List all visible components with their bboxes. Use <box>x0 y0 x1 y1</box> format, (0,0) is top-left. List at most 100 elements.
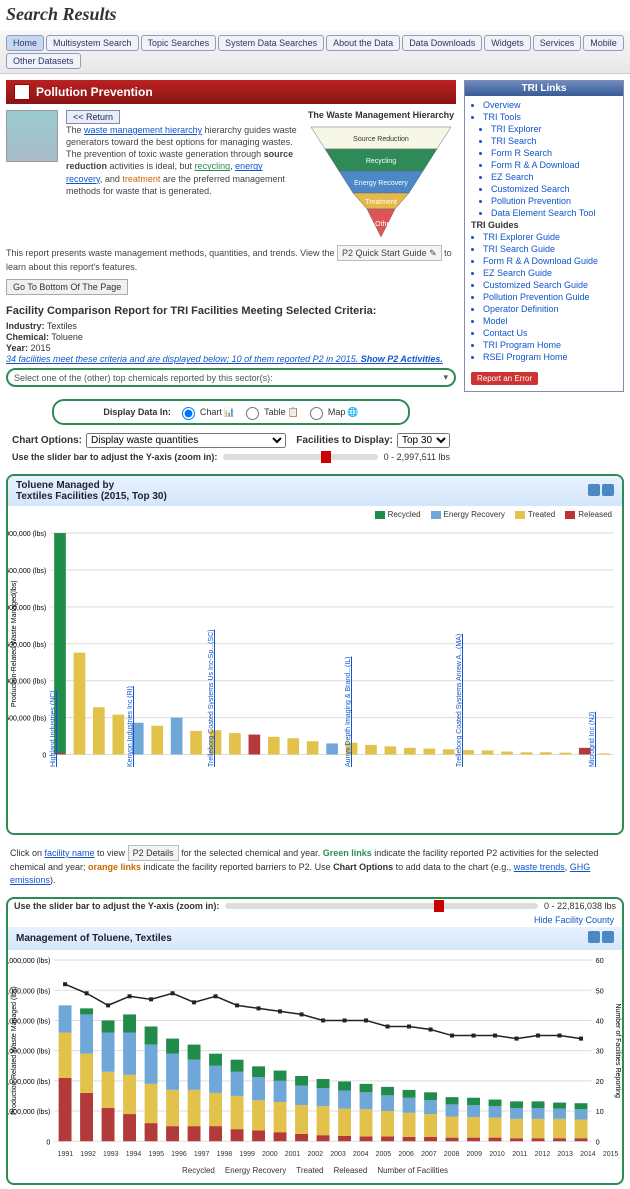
nav-tab[interactable]: Other Datasets <box>6 53 81 69</box>
chart2-svg: 05,000,000 (lbs)10,000,000 (lbs)15,000,0… <box>8 950 622 1151</box>
svg-text:50: 50 <box>596 988 604 995</box>
facility-link[interactable]: Aunyx Depth Imaging & Brand...(IL) <box>345 656 405 767</box>
year-label: 1994 <box>122 1151 145 1158</box>
facility-link[interactable]: Highland Industries (NC) <box>50 690 110 767</box>
report-error-button[interactable]: Report an Error <box>471 372 538 385</box>
tri-links-title: TRI Links <box>465 81 623 96</box>
display-opt-chart[interactable]: Chart 📊 <box>177 404 235 420</box>
recycling-link[interactable]: recycling <box>195 161 231 171</box>
intro-para2: This report presents waste management me… <box>6 245 456 273</box>
svg-text:20: 20 <box>596 1078 604 1085</box>
wm-hierarchy-link[interactable]: waste management hierarchy <box>84 125 202 135</box>
year-label: 2012 <box>531 1151 554 1158</box>
yaxis-slider-2[interactable] <box>225 903 538 909</box>
facility-link[interactable]: Trelleborg Coated Systems Anrew A...(MA) <box>456 634 516 767</box>
sidebar-link[interactable]: Overview <box>483 100 619 110</box>
year-label: 2002 <box>304 1151 327 1158</box>
chevron-down-icon: ▾ <box>443 372 448 383</box>
sidebar-link[interactable]: Pollution Prevention Guide <box>483 292 619 302</box>
sidebar-link[interactable]: TRI Program Home <box>483 340 619 350</box>
show-p2-link[interactable]: Show P2 Activities. <box>361 354 443 364</box>
sidebar-link[interactable]: TRI Search Guide <box>483 244 619 254</box>
waste-trends-link[interactable]: waste trends <box>514 862 565 872</box>
nav-tab[interactable]: Topic Searches <box>141 35 217 51</box>
year-label: 2003 <box>327 1151 350 1158</box>
nav-tab[interactable]: System Data Searches <box>218 35 324 51</box>
nav-tab[interactable]: Multisystem Search <box>46 35 139 51</box>
sidebar-link[interactable]: TRI Explorer Guide <box>483 232 619 242</box>
nav-tab[interactable]: About the Data <box>326 35 400 51</box>
sidebar-link[interactable]: RSEI Program Home <box>483 352 619 362</box>
chart1-xaxis-labels: Highland Industries (NC)Kenyon Industrie… <box>8 765 622 833</box>
sidebar-link[interactable]: Contact Us <box>483 328 619 338</box>
hide-facility-county-link[interactable]: Hide Facility County <box>8 913 622 927</box>
nav-tab[interactable]: Home <box>6 35 44 51</box>
svg-text:40: 40 <box>596 1018 604 1025</box>
instruction-text: Click on facility name to view P2 Detail… <box>0 839 630 893</box>
go-to-bottom-button[interactable]: Go To Bottom Of The Page <box>6 279 128 295</box>
slider-range-2: 0 - 22,816,038 lbs <box>544 901 616 911</box>
sidebar-link[interactable]: EZ Search Guide <box>483 268 619 278</box>
svg-text:0: 0 <box>596 1139 600 1146</box>
nav-tab[interactable]: Widgets <box>484 35 531 51</box>
panel-title-bar: Pollution Prevention <box>6 80 456 104</box>
chart-options-select[interactable]: Display waste quantities <box>86 433 286 448</box>
facility-link[interactable]: Microgrid Inc (NJ) <box>589 712 624 767</box>
smokestack-photo <box>6 110 58 162</box>
triangle-title: The Waste Management Hierarchy <box>306 110 456 120</box>
sidebar-link[interactable]: Customized Search Guide <box>483 280 619 290</box>
quick-start-button[interactable]: P2 Quick Start Guide ✎ <box>337 245 442 261</box>
nav-tab[interactable]: Data Downloads <box>402 35 482 51</box>
criteria-line: 34 facilities meet these criteria and ar… <box>6 354 361 364</box>
sidebar-link[interactable]: Data Element Search Tool <box>491 208 619 218</box>
svg-text:Production-Related Waste Manag: Production-Related Waste Managed (lbs) <box>11 986 18 1115</box>
slider-label: Use the slider bar to adjust the Y-axis … <box>12 452 217 462</box>
panel-icon <box>14 84 30 100</box>
meta-chemical: Chemical: Toluene <box>6 332 456 342</box>
sidebar-link[interactable]: TRI Search <box>491 136 619 146</box>
facility-link[interactable]: Trelleborg Coated Systems Us Inc-Sp...(S… <box>208 629 268 766</box>
sidebar-link[interactable]: TRI Explorer <box>491 124 619 134</box>
p2-details-badge: P2 Details <box>128 845 179 862</box>
nav-tabs: HomeMultisystem SearchTopic SearchesSyst… <box>0 31 630 74</box>
sidebar-link[interactable]: Operator Definition <box>483 304 619 314</box>
nav-tab[interactable]: Services <box>533 35 582 51</box>
yaxis-slider[interactable] <box>223 454 377 460</box>
meta-year: Year: 2015 <box>6 343 456 353</box>
nav-tab[interactable]: Mobile <box>583 35 624 51</box>
chart2-toolbar[interactable] <box>586 931 614 946</box>
facilities-display-select[interactable]: Top 30 <box>397 433 450 448</box>
svg-text:30: 30 <box>596 1048 604 1055</box>
chart1-panel: Toluene Managed byTextiles Facilities (2… <box>6 474 624 835</box>
chart1-toolbar[interactable] <box>586 484 614 499</box>
year-label: 1993 <box>99 1151 122 1158</box>
year-label: 2009 <box>463 1151 486 1158</box>
sidebar-link[interactable]: TRI Tools <box>483 112 619 122</box>
display-opt-map[interactable]: Map 🌐 <box>305 404 359 420</box>
sidebar-link[interactable]: Form R & A Download Guide <box>483 256 619 266</box>
intro-para: The waste management hierarchy hierarchy… <box>66 124 298 197</box>
facility-link[interactable]: Kenyon Industries Inc (RI) <box>127 686 187 767</box>
facility-name-link[interactable]: facility name <box>45 848 95 858</box>
sidebar-link[interactable]: Form R & A Download <box>491 160 619 170</box>
year-label: 2004 <box>349 1151 372 1158</box>
slider-label-2: Use the slider bar to adjust the Y-axis … <box>14 901 219 911</box>
sidebar-link[interactable]: Form R Search <box>491 148 619 158</box>
svg-text:Energy Recovery: Energy Recovery <box>354 180 408 187</box>
return-button[interactable]: << Return <box>66 110 120 124</box>
svg-text:Production-Related Waste Manag: Production-Related Waste Managed(lbs) <box>11 581 18 708</box>
page-title: Search Results <box>6 4 624 25</box>
year-label: 2010 <box>486 1151 509 1158</box>
year-label: 2013 <box>554 1151 577 1158</box>
svg-text:Treatment: Treatment <box>365 199 397 206</box>
sidebar-link[interactable]: EZ Search <box>491 172 619 182</box>
sidebar-link[interactable]: Model <box>483 316 619 326</box>
year-label: 1996 <box>168 1151 191 1158</box>
svg-text:60: 60 <box>596 958 604 965</box>
sidebar-link[interactable]: Pollution Prevention <box>491 196 619 206</box>
svg-text:30,000,000 (lbs): 30,000,000 (lbs) <box>8 958 50 965</box>
year-label: 2011 <box>508 1151 531 1158</box>
display-opt-table[interactable]: Table 📋 <box>241 404 299 420</box>
sidebar-link[interactable]: Customized Search <box>491 184 619 194</box>
chemical-dropdown[interactable]: Select one of the (other) top chemicals … <box>6 368 456 387</box>
